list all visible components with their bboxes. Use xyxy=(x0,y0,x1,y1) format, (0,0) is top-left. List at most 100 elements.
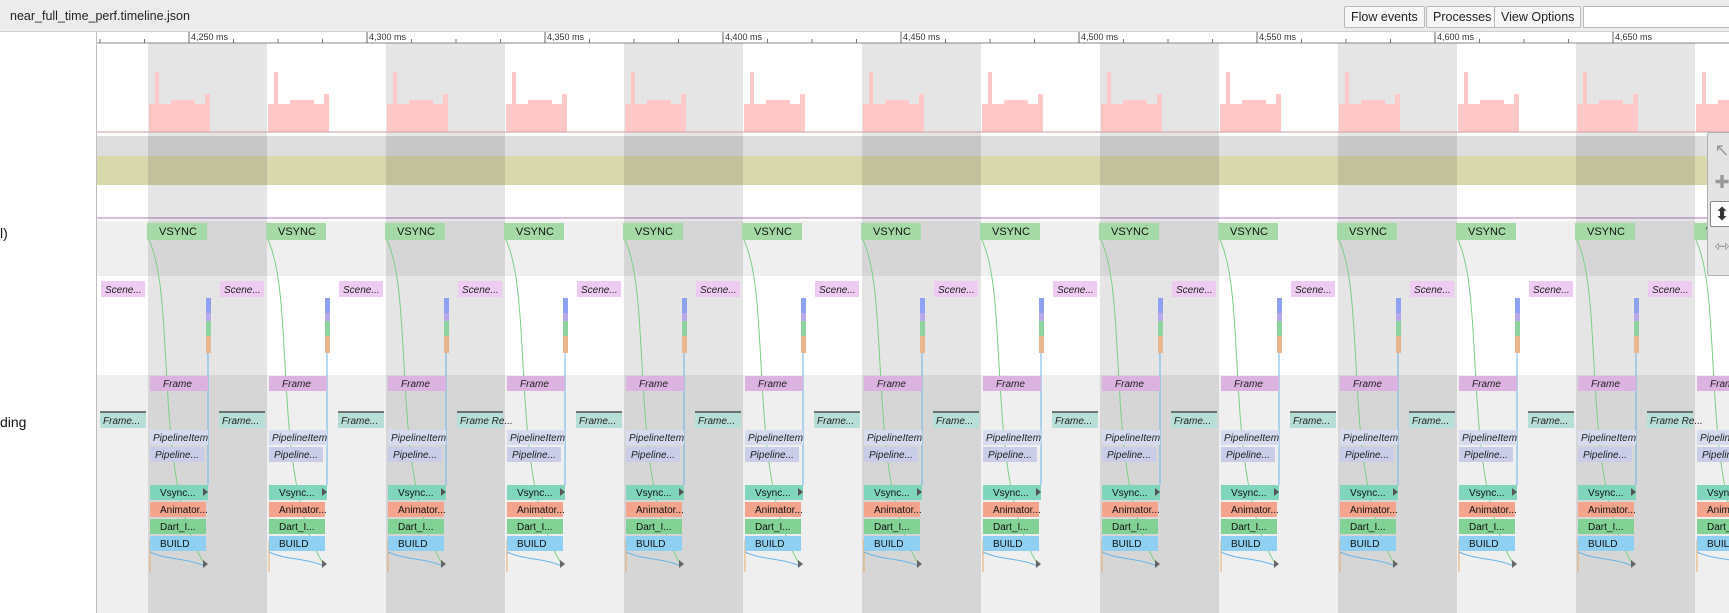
build-slice-label: BUILD xyxy=(1588,539,1617,550)
animator-slice xyxy=(1459,502,1515,517)
scene-slice xyxy=(1291,281,1335,297)
frame-request-slice xyxy=(100,412,146,428)
frame-request-label: Frame... xyxy=(341,416,378,427)
frame-slice-label: Frame xyxy=(1472,379,1501,390)
flow-arrowhead xyxy=(1155,488,1160,496)
frame-slice xyxy=(1102,376,1160,391)
cpu-bar xyxy=(766,100,790,132)
animator-slice xyxy=(626,502,682,517)
build-slice-label: BUILD xyxy=(517,539,546,550)
flow-arrowhead xyxy=(1036,560,1041,568)
frame-request-slice xyxy=(1528,412,1574,428)
frame-stage-slice xyxy=(325,298,330,313)
scene-slice-label: Scene... xyxy=(938,285,975,296)
frame-stage-slice xyxy=(1634,298,1639,313)
cpu-tail xyxy=(919,94,924,132)
frame-stage-slice xyxy=(325,336,330,353)
scene-slice-label: Scene... xyxy=(1176,285,1213,296)
processes-button[interactable]: Processes xyxy=(1426,6,1499,28)
cpu-tail xyxy=(800,94,805,132)
pipeline-slice xyxy=(864,447,918,462)
pipeline-item-slice xyxy=(269,430,327,445)
vsync-callback-slice-label: Vsync... xyxy=(755,488,791,499)
animator-slice-label: Animator... xyxy=(1231,505,1279,516)
frame-stage-slice xyxy=(1634,336,1639,353)
dart-slice xyxy=(1221,519,1277,534)
vsync-callback-slice xyxy=(507,485,565,500)
cpu-tail xyxy=(1633,94,1638,132)
flow-curve xyxy=(863,551,920,567)
frame-stage-slice xyxy=(1039,321,1044,336)
vsync-callback-slice xyxy=(1102,485,1160,500)
cpu-tail xyxy=(1157,94,1162,132)
pipeline-item-label: PipelineItem xyxy=(1581,433,1636,444)
zoom-icon[interactable]: ⬍ xyxy=(1710,201,1729,227)
pan-icon[interactable]: ✚ xyxy=(1714,171,1729,192)
dart-slice-label: Dart_I... xyxy=(517,522,553,533)
vsync-callback-slice xyxy=(983,485,1041,500)
frame-stage-slice xyxy=(325,321,330,336)
scene-slice-label: Scene... xyxy=(1652,285,1689,296)
flow-events-button[interactable]: Flow events xyxy=(1344,6,1425,28)
pipeline-item-slice xyxy=(1697,430,1729,445)
animator-slice-label: Animator... xyxy=(1707,505,1729,516)
vsync-callback-slice-label: Vsync... xyxy=(1588,488,1624,499)
build-slice-label: BUILD xyxy=(636,539,665,550)
select-icon[interactable]: ↖ xyxy=(1714,139,1729,160)
animator-slice-label: Animator... xyxy=(160,505,208,516)
animator-slice-label: Animator... xyxy=(517,505,565,516)
vsync-callback-slice-label: Vsync... xyxy=(279,488,315,499)
timing-icon[interactable]: ⇿ xyxy=(1714,235,1729,256)
pipeline-slice xyxy=(150,447,204,462)
frame-stage-slice xyxy=(801,313,806,321)
dart-slice-label: Dart_I... xyxy=(160,522,196,533)
dart-slice-label: Dart_I... xyxy=(636,522,672,533)
build-slice xyxy=(1340,536,1396,551)
dart-slice-label: Dart_I... xyxy=(874,522,910,533)
pipeline-slice-label: Pipeline... xyxy=(1583,450,1627,461)
frame-stage-slice xyxy=(1515,321,1520,336)
cpu-bar xyxy=(885,100,909,132)
collapsed-track-band xyxy=(97,136,1729,156)
cpu-usage-bars xyxy=(149,72,1729,132)
search-input[interactable] xyxy=(1583,6,1729,28)
frame-stage-slice xyxy=(444,298,449,313)
timeline-canvas[interactable]: VSYNC Scene... Frame Frame... PipelineItem Pi… xyxy=(97,32,1729,613)
frame-stage-slice xyxy=(1277,298,1282,313)
cpu-spike xyxy=(1107,72,1111,132)
frame-stage-slice xyxy=(682,336,687,353)
flow-arrowhead xyxy=(1274,488,1279,496)
frame-slice-label: Frame xyxy=(520,379,549,390)
flow-arrowhead xyxy=(1512,488,1517,496)
frame-request-label: Frame Re... xyxy=(1650,416,1703,427)
frame-stage-slice xyxy=(682,313,687,321)
animator-slice xyxy=(1221,502,1277,517)
pipeline-slice-label: Pipeline... xyxy=(1464,450,1508,461)
time-ruler xyxy=(97,32,1729,43)
vsync-callback-slice xyxy=(1340,485,1398,500)
flow-curve xyxy=(506,551,563,567)
frame-stage-slice xyxy=(206,313,211,321)
build-slice xyxy=(983,536,1039,551)
pipeline-item-slice xyxy=(983,430,1041,445)
scene-slice xyxy=(458,281,502,297)
pipeline-item-label: PipelineItem xyxy=(629,433,684,444)
cpu-spike xyxy=(393,72,397,132)
vsync-callback-slice-label: Vsync... xyxy=(1350,488,1386,499)
dart-slice xyxy=(983,519,1039,534)
scene-slice xyxy=(696,281,740,297)
frame-stage-slice xyxy=(920,298,925,313)
pipeline-slice xyxy=(1102,447,1156,462)
cpu-spike xyxy=(1702,72,1706,132)
scene-slice xyxy=(339,281,383,297)
cpu-bar xyxy=(290,100,314,132)
flow-arrowhead xyxy=(1274,560,1279,568)
cpu-spike xyxy=(512,72,516,132)
build-slice-label: BUILD xyxy=(160,539,189,550)
pipeline-item-label: PipelineItem xyxy=(153,433,208,444)
view-options-button[interactable]: View Options xyxy=(1494,6,1582,28)
pipeline-slice xyxy=(626,447,680,462)
ruler-ticks: 4,250 ms 4,300 ms 4,350 ms 4,400 ms 4,450 ms… xyxy=(99,32,1653,43)
frame-request-slice xyxy=(457,412,503,428)
frame-slice xyxy=(983,376,1041,391)
